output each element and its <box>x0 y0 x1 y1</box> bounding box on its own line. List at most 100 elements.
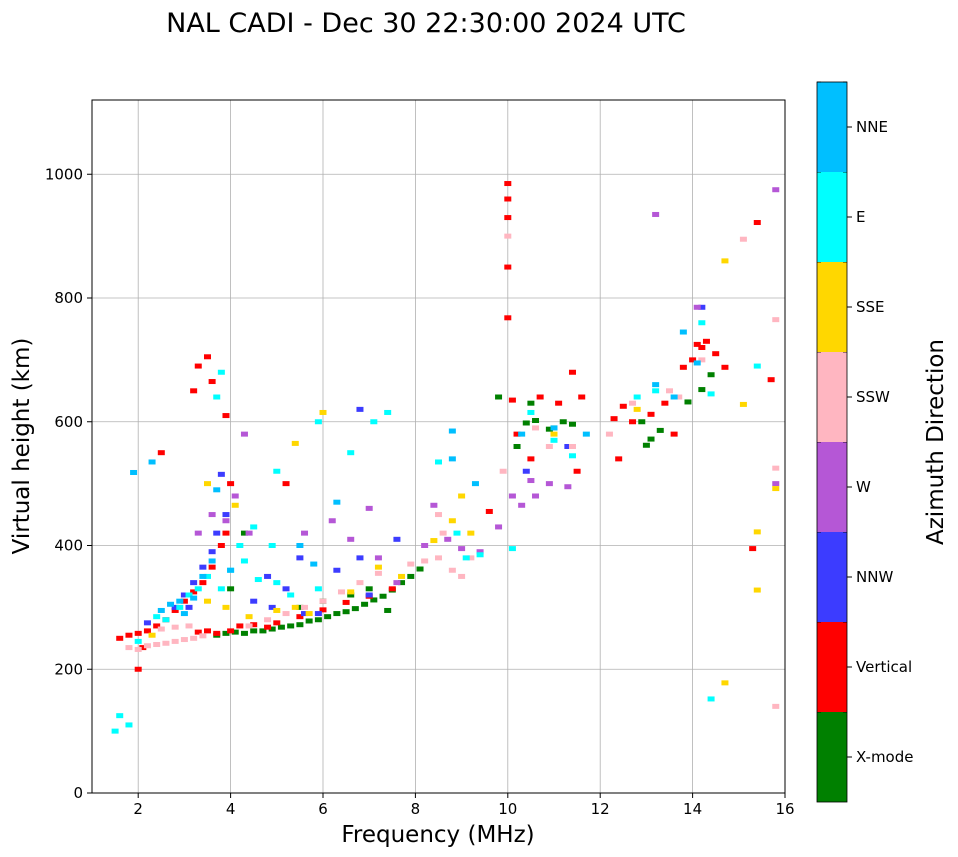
data-point-x-mode <box>684 399 692 405</box>
colorbar-category-label: SSE <box>856 298 885 316</box>
data-point-x-mode <box>259 628 267 634</box>
data-point-sse <box>398 573 406 579</box>
data-point-x-mode <box>416 566 424 572</box>
y-tick-label: 1000 <box>45 165 83 183</box>
data-point-vertical <box>227 481 235 487</box>
data-point-e <box>217 586 225 592</box>
data-point-ssw <box>504 233 512 239</box>
data-point-ssw <box>739 236 747 242</box>
data-point-ssw <box>772 703 780 709</box>
data-point-x-mode <box>296 604 304 610</box>
data-point-vertical <box>504 181 512 187</box>
data-point-ssw <box>245 623 253 629</box>
data-point-e <box>707 696 715 702</box>
data-point-x-mode <box>522 420 530 426</box>
data-point-ssw <box>199 633 207 639</box>
data-point-ssw <box>356 580 364 586</box>
data-point-nnw <box>199 564 207 570</box>
data-point-ssw <box>374 570 382 576</box>
data-point-x-mode <box>513 444 521 449</box>
data-point-w <box>772 481 780 487</box>
data-point-vertical <box>689 357 697 363</box>
data-point-w <box>508 493 516 499</box>
data-point-nne <box>213 487 221 493</box>
data-point-vertical <box>698 345 706 350</box>
data-point-vertical <box>222 413 230 419</box>
data-point-sse <box>305 611 313 617</box>
data-point-ssw <box>143 643 151 649</box>
data-point-nne <box>190 595 198 601</box>
data-point-vertical <box>199 580 207 586</box>
data-point-vertical <box>693 341 701 347</box>
data-point-ssw <box>337 589 345 595</box>
colorbar-category-label: NNW <box>856 568 893 586</box>
data-point-x-mode <box>314 617 322 623</box>
x-tick-label: 16 <box>775 800 794 818</box>
data-point-x-mode <box>398 580 406 586</box>
colorbar-category-label: X-mode <box>856 748 913 766</box>
data-point-nne <box>333 499 341 505</box>
data-point-e <box>652 388 660 394</box>
data-point-sse <box>291 440 299 446</box>
data-point-x-mode <box>240 530 248 536</box>
data-point-sse <box>374 564 382 570</box>
data-point-e <box>185 592 193 598</box>
data-point-vertical <box>143 628 151 634</box>
data-point-nne <box>176 598 184 604</box>
data-point-vertical <box>194 363 202 369</box>
x-tick-label: 4 <box>226 800 236 818</box>
data-point-w <box>545 481 553 487</box>
plot-area-frame <box>91 99 786 794</box>
data-point-x-mode <box>342 609 350 615</box>
data-point-vertical <box>504 196 512 202</box>
x-tick-label: 6 <box>318 800 328 818</box>
data-point-ssw <box>605 431 613 437</box>
data-point-w <box>693 304 701 310</box>
data-point-ssw <box>190 635 198 641</box>
data-point-nnw <box>564 444 572 449</box>
data-point-x-mode <box>707 372 715 378</box>
data-point-sse <box>458 493 466 499</box>
data-point-nnw <box>698 304 706 310</box>
data-point-sse <box>273 607 281 613</box>
data-point-x-mode <box>370 597 378 603</box>
x-tick-label: 12 <box>591 800 610 818</box>
data-point-nne <box>550 425 558 431</box>
data-point-w <box>652 211 660 217</box>
data-point-vertical <box>753 220 761 226</box>
data-point-vertical <box>508 397 516 403</box>
data-point-x-mode <box>559 419 567 425</box>
data-point-vertical <box>227 628 235 634</box>
data-point-x-mode <box>527 400 535 406</box>
data-point-x-mode <box>638 419 646 425</box>
colorbar-category-label: E <box>856 208 865 226</box>
data-point-vertical <box>194 629 202 635</box>
data-point-vertical <box>190 589 198 595</box>
data-point-w <box>495 524 503 530</box>
data-point-sse <box>319 409 327 415</box>
data-point-ssw <box>153 642 161 647</box>
data-point-sse <box>721 258 729 264</box>
data-point-vertical <box>536 394 544 400</box>
data-point-x-mode <box>347 592 355 598</box>
data-point-e <box>213 394 221 400</box>
data-point-e <box>508 546 516 552</box>
data-point-nnw <box>143 620 151 626</box>
data-point-w <box>564 484 572 490</box>
data-point-vertical <box>180 598 188 604</box>
data-point-e <box>347 450 355 456</box>
colorbar-segment <box>817 712 847 802</box>
data-point-nnw <box>190 580 198 586</box>
data-point-vertical <box>134 630 142 636</box>
data-point-vertical <box>125 632 133 638</box>
colorbar-category-label: Vertical <box>856 658 912 676</box>
data-point-e <box>268 543 276 548</box>
data-point-nne <box>310 561 318 567</box>
data-point-sse <box>550 431 558 437</box>
data-point-w <box>518 502 526 508</box>
colorbar-category-label: NNE <box>856 118 888 136</box>
y-tick-label: 400 <box>54 537 83 555</box>
data-point-vertical <box>485 508 493 514</box>
data-point-ssw <box>666 388 673 394</box>
data-point-vertical <box>504 215 512 221</box>
